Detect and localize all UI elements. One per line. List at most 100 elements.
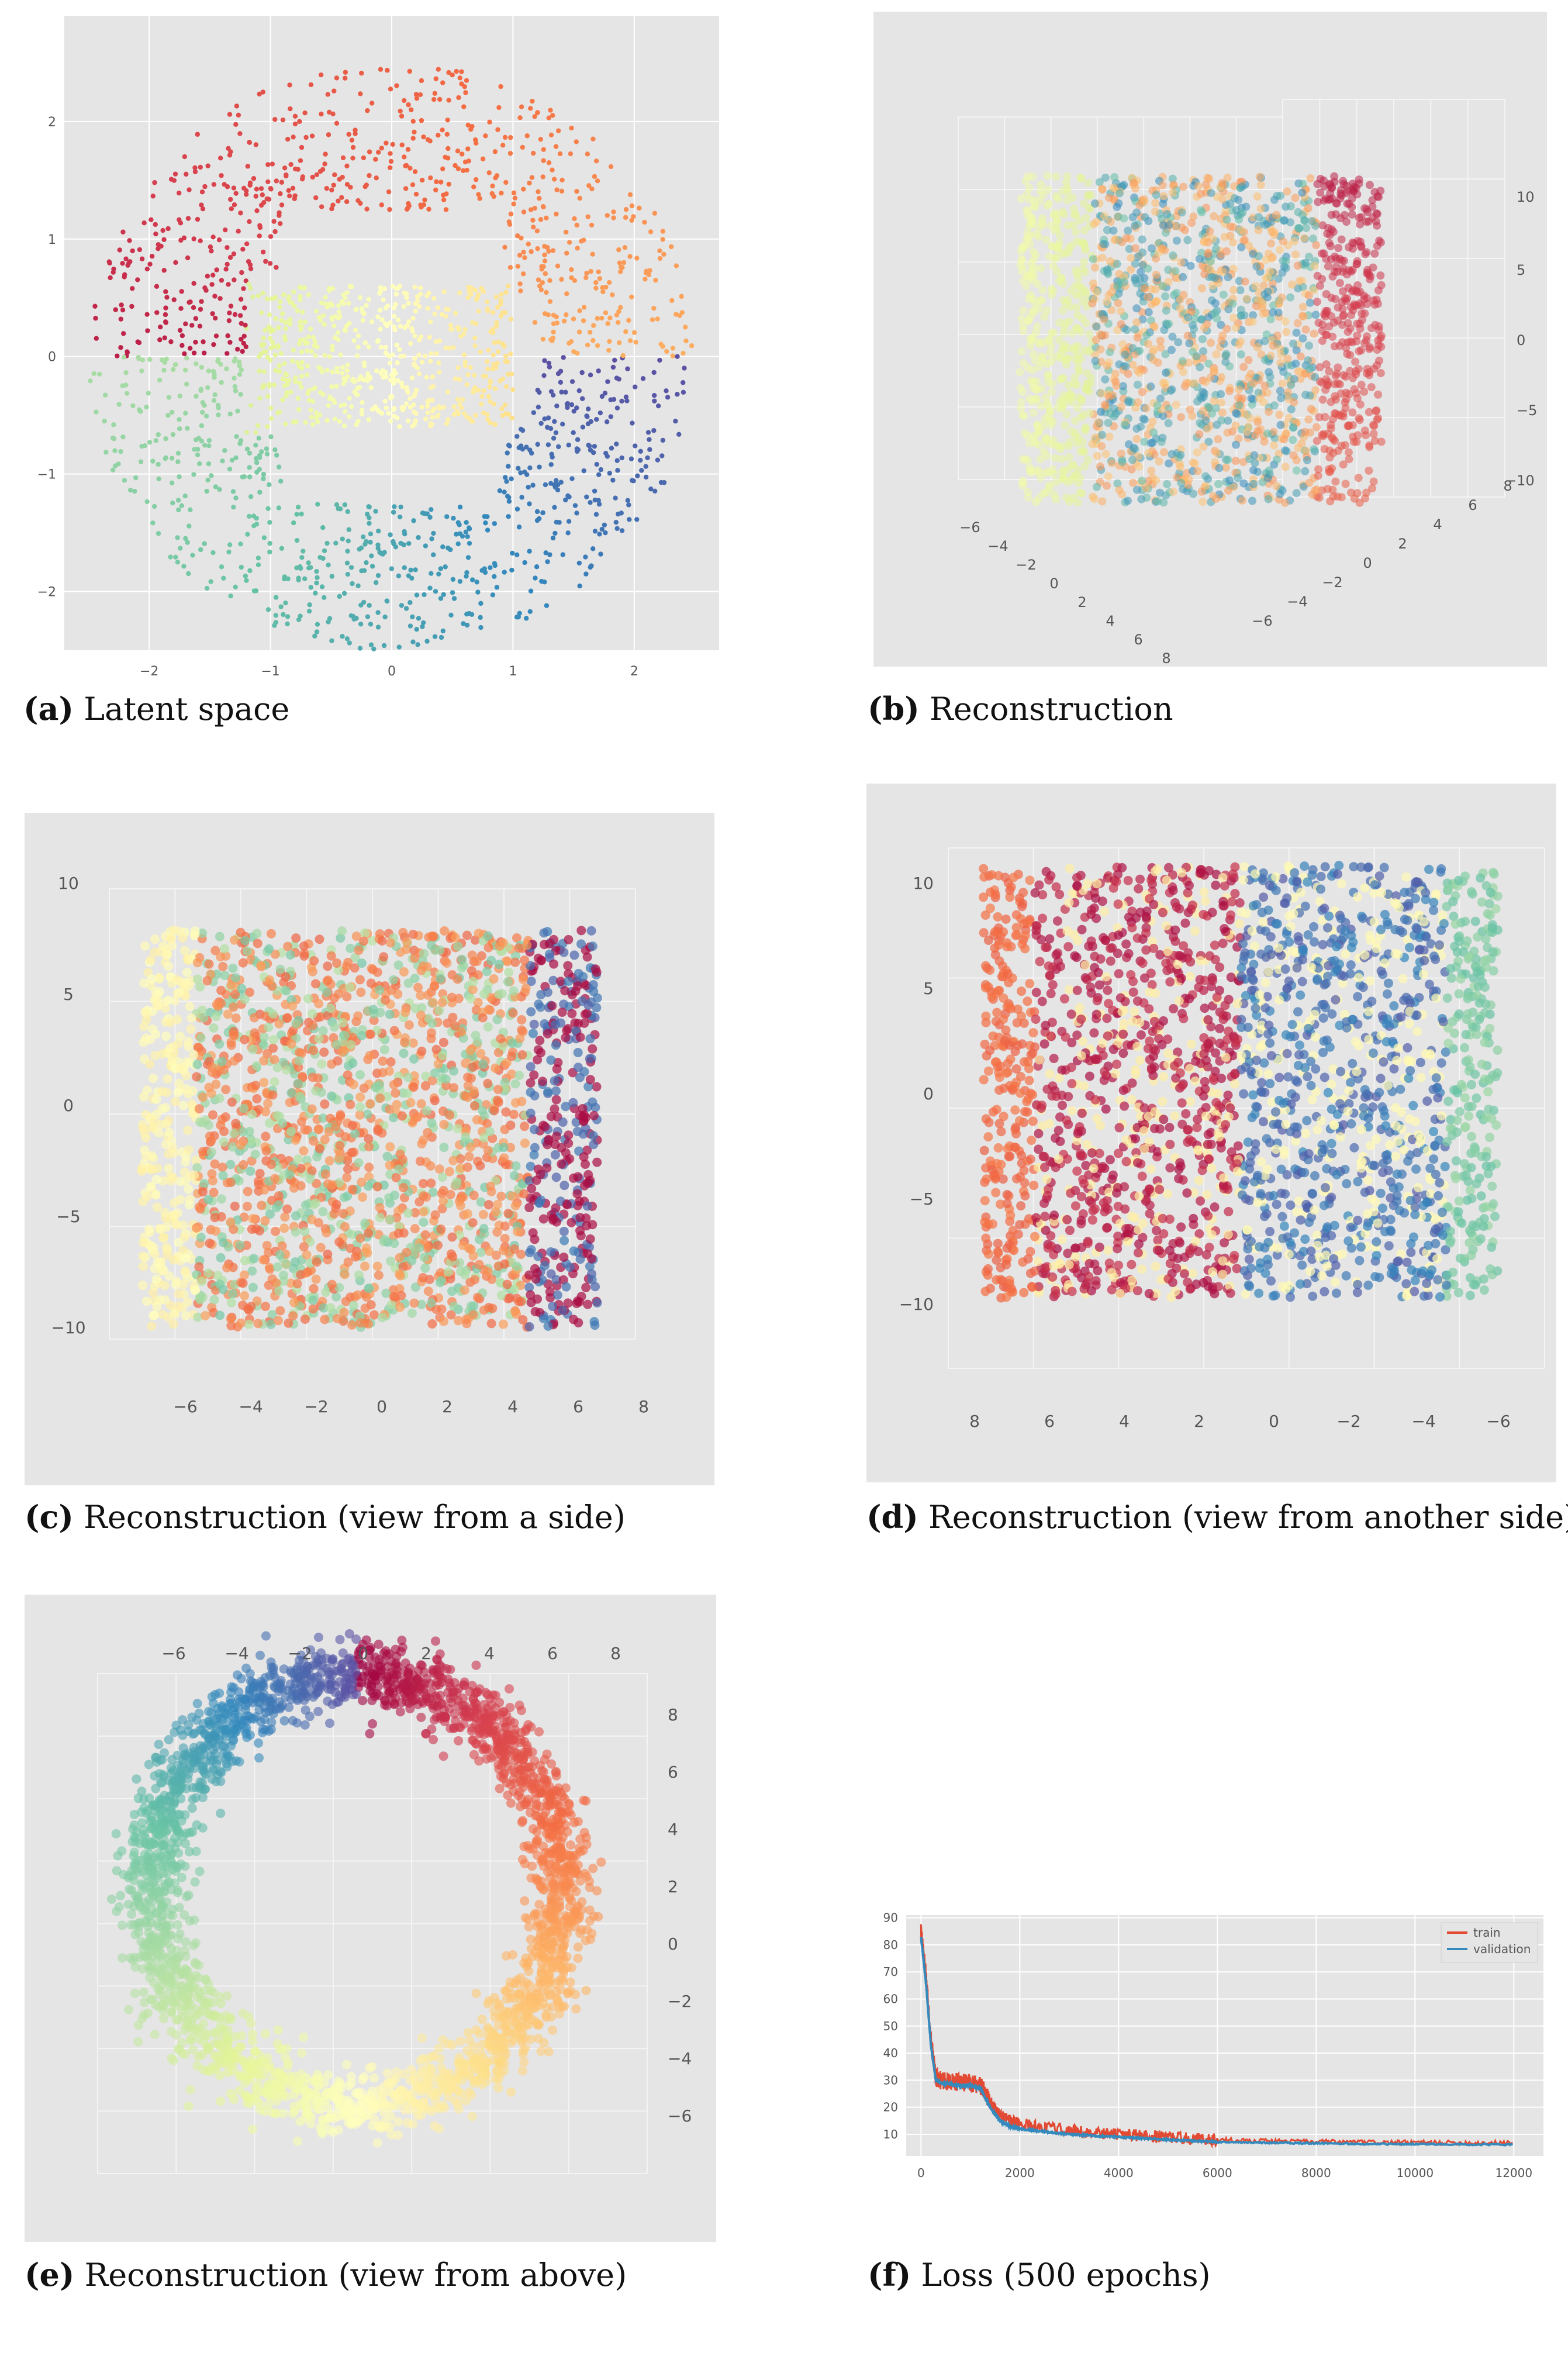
data-point — [126, 260, 132, 265]
data-point — [457, 504, 463, 510]
data-point — [268, 326, 273, 332]
data-point — [420, 510, 426, 516]
data-point — [1224, 487, 1233, 495]
data-point — [471, 184, 476, 189]
data-point — [394, 83, 399, 88]
data-point — [475, 589, 481, 595]
data-point — [353, 1011, 363, 1021]
data-point — [484, 299, 490, 305]
data-point — [182, 154, 188, 160]
data-point — [1222, 247, 1231, 256]
data-point — [1175, 460, 1184, 468]
data-point — [122, 272, 127, 277]
data-point — [331, 1292, 341, 1302]
data-point — [1044, 378, 1053, 387]
data-point — [537, 464, 542, 470]
data-point — [487, 119, 492, 125]
data-point — [216, 1253, 226, 1262]
data-point — [369, 553, 374, 558]
data-point — [550, 535, 556, 541]
data-point — [329, 574, 335, 579]
data-point — [362, 541, 368, 547]
data-point — [1229, 313, 1238, 322]
data-point — [113, 463, 118, 468]
data-point — [1174, 338, 1183, 347]
data-point — [1272, 482, 1281, 491]
data-point — [527, 609, 533, 615]
data-point — [266, 196, 272, 202]
data-point — [235, 408, 240, 414]
data-point — [185, 540, 190, 545]
data-point — [1117, 307, 1125, 316]
data-point — [610, 292, 615, 298]
data-point — [1272, 211, 1281, 219]
data-point — [247, 474, 253, 480]
data-point — [421, 134, 426, 140]
data-point — [440, 127, 445, 133]
data-point — [193, 339, 198, 345]
data-point — [246, 513, 252, 519]
data-point — [416, 616, 422, 621]
data-point — [418, 1179, 428, 1189]
data-point — [300, 309, 305, 315]
data-point — [1028, 270, 1037, 278]
data-point — [411, 518, 416, 523]
data-point — [1363, 208, 1372, 216]
data-point — [504, 479, 509, 484]
data-point — [585, 1054, 595, 1064]
data-point — [558, 368, 564, 374]
data-point — [534, 228, 540, 234]
data-point — [1115, 270, 1124, 278]
data-point — [368, 622, 374, 627]
data-point — [423, 543, 429, 549]
data-point — [565, 493, 571, 499]
data-point — [1283, 388, 1292, 396]
data-point — [312, 633, 317, 639]
data-point — [1241, 409, 1249, 418]
data-point — [1282, 264, 1290, 272]
data-point — [454, 408, 460, 414]
data-point — [139, 1261, 148, 1271]
data-point — [530, 98, 535, 104]
data-point — [323, 151, 328, 157]
data-point — [1211, 403, 1220, 412]
data-point — [412, 333, 417, 339]
data-point — [592, 1082, 602, 1092]
data-point — [1176, 295, 1184, 304]
data-point — [388, 532, 393, 537]
data-point — [506, 514, 511, 519]
data-point — [431, 530, 436, 536]
data-point — [150, 1249, 160, 1259]
data-point — [500, 143, 506, 148]
data-point — [1079, 410, 1088, 419]
data-point — [151, 503, 157, 509]
data-point — [1100, 212, 1108, 220]
data-point — [610, 364, 616, 370]
data-point — [182, 351, 187, 357]
data-point — [273, 316, 278, 322]
data-point — [1080, 199, 1089, 208]
data-point — [1019, 306, 1028, 315]
data-point — [283, 421, 288, 427]
data-point — [169, 480, 175, 486]
data-point — [343, 328, 348, 333]
data-point — [1144, 340, 1152, 349]
data-point — [566, 442, 571, 448]
data-point — [1256, 205, 1265, 213]
data-point — [563, 961, 573, 971]
data-point — [123, 370, 129, 375]
data-point — [198, 164, 203, 170]
panel-a-latent-space: −2 −1 0 1 2 −2 −1 0 1 2 — [23, 16, 719, 679]
data-point — [178, 306, 184, 311]
data-point — [346, 538, 351, 544]
data-point — [227, 467, 233, 472]
data-point — [488, 1154, 498, 1164]
data-point — [1118, 458, 1127, 467]
data-point — [391, 381, 396, 386]
data-point — [275, 343, 281, 349]
data-point — [504, 967, 514, 977]
data-point — [244, 241, 250, 247]
data-point — [1253, 343, 1262, 351]
data-point — [416, 337, 422, 343]
data-point — [514, 615, 520, 620]
